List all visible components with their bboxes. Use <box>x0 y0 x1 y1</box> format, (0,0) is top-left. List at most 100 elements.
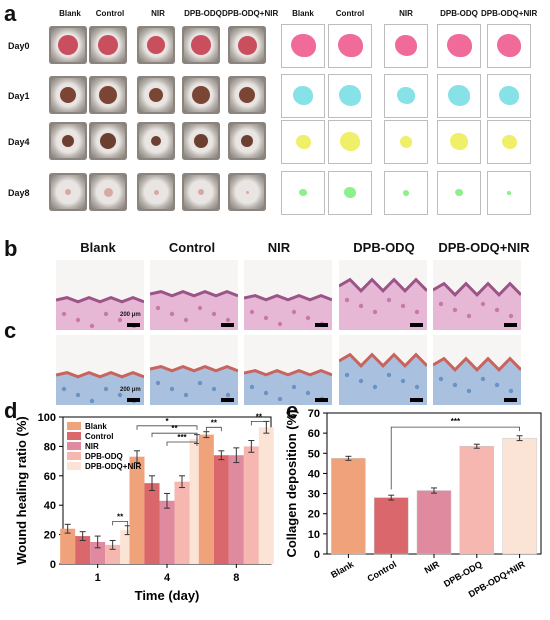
wound-area-blob <box>446 33 472 58</box>
scale-label: 200 μm <box>120 312 141 318</box>
wound-photo <box>49 76 87 114</box>
tissue-cell <box>358 303 364 309</box>
legend-label: Control <box>85 432 113 441</box>
tissue-section <box>56 295 144 330</box>
significance-bracket <box>166 441 198 446</box>
tissue-section <box>150 289 238 330</box>
wound-photo <box>182 26 220 64</box>
tissue-cell <box>414 309 420 315</box>
tissue-cell <box>89 398 95 404</box>
x-tick-label: Blank <box>329 559 356 580</box>
wound-area-blob <box>455 189 463 197</box>
bar <box>174 481 190 564</box>
wound-mask <box>281 171 325 215</box>
tissue-cell <box>61 311 67 317</box>
mask-header: NIR <box>399 9 413 18</box>
tissue-section <box>150 364 238 405</box>
tissue-section <box>339 352 427 405</box>
tissue-cell <box>103 311 109 317</box>
significance-bracket <box>205 426 222 432</box>
x-axis-label: Time (day) <box>135 588 200 603</box>
wound-lesion <box>65 189 71 195</box>
wound-photo <box>49 26 87 64</box>
panel-letter-d: d <box>4 398 18 423</box>
wound-mask <box>487 74 531 118</box>
day-label: Day0 <box>8 41 30 51</box>
legend-swatch <box>67 462 81 470</box>
significance-bracket <box>250 421 267 426</box>
bar <box>416 490 452 555</box>
bar <box>105 544 121 564</box>
histology-header: DPB-ODQ <box>353 240 415 255</box>
wound-mask <box>328 74 372 118</box>
tissue-cell <box>183 392 189 398</box>
wound-photo <box>49 173 87 211</box>
tissue-cell <box>263 315 269 321</box>
bar <box>258 427 274 564</box>
wound-mask <box>328 171 372 215</box>
epidermis-layer <box>56 370 144 379</box>
wound-lesion <box>100 133 116 149</box>
tissue-cell <box>438 301 444 307</box>
wound-lesion <box>241 135 253 147</box>
wound-area-blob <box>295 134 311 149</box>
significance-label: * <box>165 417 169 426</box>
wound-photo <box>228 76 266 114</box>
tissue-cell <box>75 317 81 323</box>
scale-bar <box>221 323 234 327</box>
wound-area-blob <box>337 33 363 58</box>
wound-lesion <box>58 35 78 55</box>
wound-mask <box>437 171 481 215</box>
masson-stain-image <box>150 335 238 405</box>
epidermis-layer <box>150 364 238 373</box>
tissue-cell <box>386 372 392 378</box>
wound-mask <box>437 74 481 118</box>
y-tick-label: 40 <box>44 500 56 512</box>
wound-lesion <box>99 86 117 104</box>
wound-photo <box>228 26 266 64</box>
wound-area-blob <box>499 86 519 105</box>
significance-label: *** <box>177 433 187 442</box>
bar <box>159 500 175 564</box>
he-stain-image <box>339 260 427 330</box>
wound-area-blob <box>338 84 362 107</box>
tissue-cell <box>372 309 378 315</box>
y-tick-label: 60 <box>308 428 320 440</box>
wound-mask <box>281 24 325 68</box>
tissue-cell <box>155 380 161 386</box>
he-stain-image <box>56 260 144 330</box>
y-tick-label: 50 <box>308 448 320 460</box>
tissue-section <box>56 370 144 405</box>
bar <box>331 458 366 555</box>
wound-mask <box>487 120 531 164</box>
epidermis-layer <box>433 281 521 297</box>
tissue-cell <box>386 297 392 303</box>
tissue-cell <box>117 392 123 398</box>
wound-lesion <box>192 86 210 104</box>
bar <box>228 455 244 564</box>
tissue-cell <box>197 305 203 311</box>
epidermis-layer <box>433 356 521 372</box>
tissue-cell <box>103 386 109 392</box>
scale-bar <box>221 398 234 402</box>
scale-bar <box>504 323 517 327</box>
wound-area-blob <box>450 133 468 150</box>
tissue-cell <box>494 307 500 313</box>
tissue-cell <box>197 380 203 386</box>
he-stain-image <box>150 260 238 330</box>
day-label: Day4 <box>8 137 30 147</box>
bar <box>75 536 91 564</box>
x-tick-label: NIR <box>423 559 442 576</box>
bar <box>459 445 495 555</box>
wound-mask <box>437 120 481 164</box>
wound-lesion <box>151 136 161 146</box>
significance-bracket <box>151 432 198 438</box>
tissue-body <box>244 370 332 405</box>
y-tick-label: 0 <box>314 549 320 561</box>
wound-photo <box>228 122 266 160</box>
wound-area-blob <box>290 33 316 58</box>
wound-photo <box>49 122 87 160</box>
bar <box>144 483 160 564</box>
wound-area-blob <box>501 134 517 149</box>
day-label: Day8 <box>8 188 30 198</box>
